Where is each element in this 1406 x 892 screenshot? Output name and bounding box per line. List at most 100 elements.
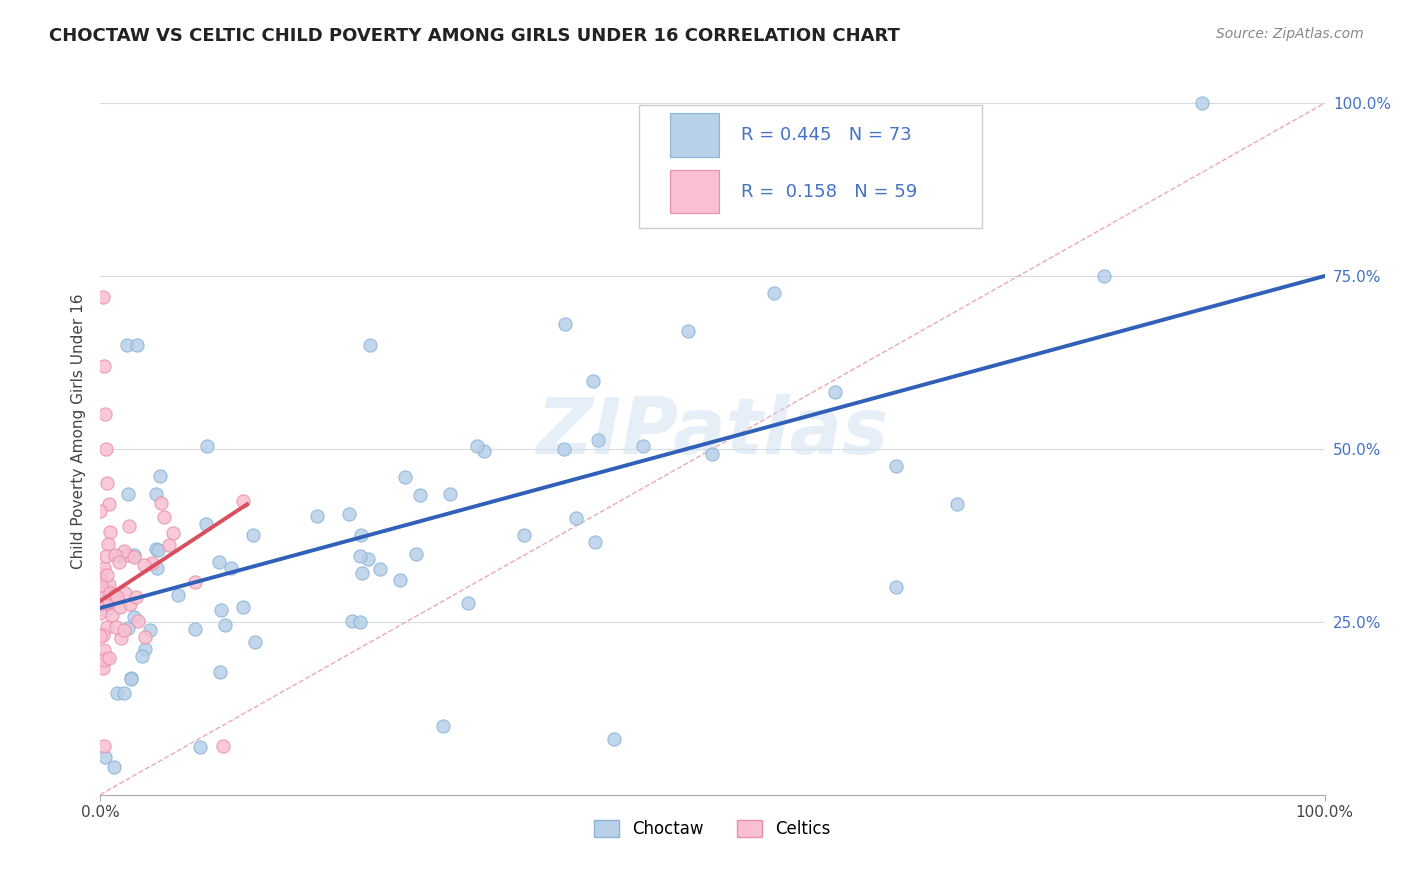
Point bbox=[394, 470, 416, 484]
Point bbox=[946, 497, 969, 511]
Point bbox=[583, 534, 606, 549]
Point bbox=[145, 542, 167, 557]
Point bbox=[149, 469, 172, 483]
Point bbox=[89, 630, 111, 644]
Point bbox=[103, 760, 125, 774]
Point bbox=[90, 578, 112, 592]
FancyBboxPatch shape bbox=[638, 105, 981, 228]
Point bbox=[108, 555, 131, 569]
Point bbox=[97, 651, 120, 665]
Point bbox=[93, 643, 115, 657]
Point bbox=[91, 586, 114, 600]
Point bbox=[97, 497, 120, 511]
Point bbox=[131, 648, 153, 663]
Point bbox=[93, 561, 115, 575]
Point bbox=[457, 596, 479, 610]
Point bbox=[98, 524, 121, 539]
Point bbox=[884, 580, 907, 594]
Point bbox=[465, 439, 488, 453]
Point bbox=[554, 318, 576, 332]
Point bbox=[138, 623, 160, 637]
Point bbox=[96, 596, 118, 610]
Point bbox=[117, 487, 139, 501]
Point bbox=[409, 488, 432, 502]
Point bbox=[208, 555, 231, 569]
Point bbox=[134, 641, 156, 656]
Point bbox=[108, 600, 131, 615]
Point bbox=[141, 556, 163, 570]
Point bbox=[884, 458, 907, 473]
Point bbox=[94, 749, 117, 764]
Point bbox=[98, 594, 121, 608]
Point bbox=[105, 591, 128, 605]
Point bbox=[98, 577, 121, 591]
Point bbox=[91, 596, 114, 610]
Point bbox=[146, 561, 169, 575]
Point bbox=[352, 566, 374, 580]
Point bbox=[702, 447, 724, 461]
Point bbox=[125, 590, 148, 604]
Point bbox=[1092, 268, 1115, 283]
Point bbox=[93, 653, 115, 667]
Point bbox=[89, 504, 111, 518]
Point bbox=[112, 623, 135, 637]
Text: CHOCTAW VS CELTIC CHILD POVERTY AMONG GIRLS UNDER 16 CORRELATION CHART: CHOCTAW VS CELTIC CHILD POVERTY AMONG GI… bbox=[49, 27, 900, 45]
FancyBboxPatch shape bbox=[669, 169, 718, 213]
Point bbox=[91, 582, 114, 597]
Point bbox=[195, 517, 218, 532]
Point bbox=[134, 558, 156, 573]
Point bbox=[513, 528, 536, 542]
Point bbox=[107, 686, 129, 700]
Point bbox=[104, 588, 127, 602]
Point bbox=[232, 494, 254, 508]
Point bbox=[166, 588, 188, 602]
Point bbox=[582, 374, 605, 388]
Text: ZIPatlas: ZIPatlas bbox=[536, 393, 889, 469]
Point bbox=[245, 635, 267, 649]
Point bbox=[357, 552, 380, 566]
Point bbox=[824, 385, 846, 400]
Point bbox=[208, 665, 231, 679]
Point bbox=[97, 584, 120, 599]
Point bbox=[107, 549, 129, 564]
Point bbox=[96, 476, 118, 491]
Point bbox=[149, 496, 172, 510]
Point bbox=[118, 519, 141, 533]
Point bbox=[96, 442, 118, 456]
Point bbox=[120, 673, 142, 687]
Point bbox=[586, 433, 609, 447]
Point bbox=[211, 739, 233, 754]
Point bbox=[115, 338, 138, 352]
Point bbox=[195, 439, 218, 453]
Point bbox=[120, 671, 142, 685]
Point bbox=[94, 602, 117, 616]
Point bbox=[112, 544, 135, 558]
Point bbox=[184, 575, 207, 590]
Point bbox=[565, 511, 588, 525]
Point bbox=[474, 444, 496, 458]
Point bbox=[214, 618, 236, 632]
Point bbox=[221, 561, 243, 575]
Point bbox=[100, 608, 122, 623]
Point bbox=[91, 627, 114, 641]
Text: R = 0.445   N = 73: R = 0.445 N = 73 bbox=[741, 126, 911, 144]
Point bbox=[676, 324, 699, 338]
Point bbox=[91, 661, 114, 675]
Point bbox=[96, 651, 118, 665]
Point bbox=[96, 619, 118, 633]
Point bbox=[349, 615, 371, 629]
Point bbox=[242, 528, 264, 542]
Point bbox=[94, 407, 117, 421]
Text: R =  0.158   N = 59: R = 0.158 N = 59 bbox=[741, 183, 917, 201]
Text: Source: ZipAtlas.com: Source: ZipAtlas.com bbox=[1216, 27, 1364, 41]
Point bbox=[359, 338, 381, 352]
Point bbox=[124, 550, 146, 565]
Legend: Choctaw, Celtics: Choctaw, Celtics bbox=[588, 813, 838, 845]
Point bbox=[432, 718, 454, 732]
Point bbox=[96, 549, 118, 564]
Point bbox=[89, 568, 111, 582]
Point bbox=[125, 338, 148, 352]
Point bbox=[439, 487, 461, 501]
Point bbox=[368, 562, 391, 576]
Point bbox=[389, 574, 412, 588]
